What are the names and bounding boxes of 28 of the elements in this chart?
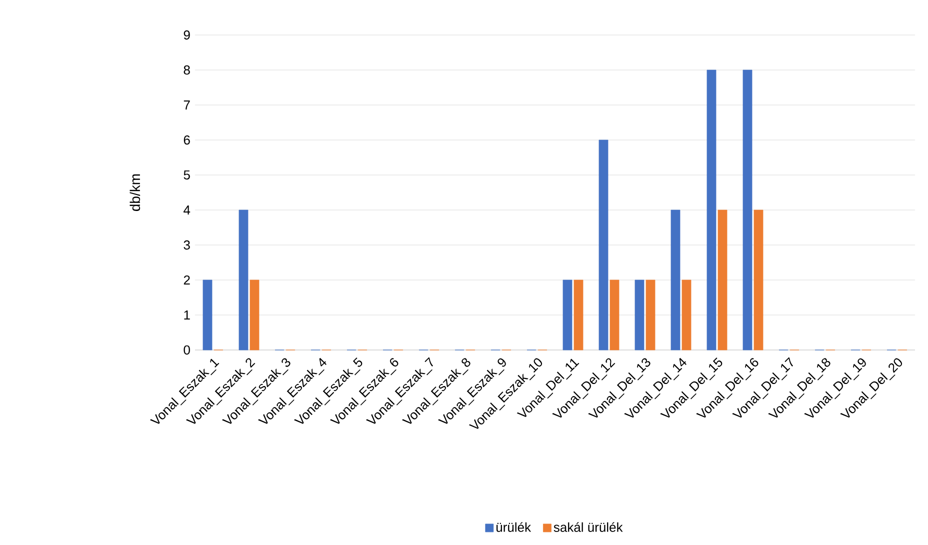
bar <box>610 280 620 350</box>
bar <box>754 210 764 350</box>
bar <box>682 280 692 350</box>
bar <box>718 210 728 350</box>
bar <box>250 280 260 350</box>
bar <box>634 280 644 350</box>
bar <box>562 280 572 350</box>
y-tick-label: 7 <box>184 100 190 110</box>
bar <box>598 140 608 350</box>
y-axis-title: db/km <box>130 174 140 211</box>
bar <box>670 210 680 350</box>
y-tick-label: 1 <box>184 310 190 320</box>
y-tick-label: 8 <box>184 65 190 75</box>
legend-label: ürülék <box>496 522 532 532</box>
bar <box>742 70 752 350</box>
bar <box>202 280 212 350</box>
legend-label: sakál ürülék <box>554 522 623 532</box>
y-tick-label: 2 <box>184 275 190 285</box>
y-tick-label: 5 <box>184 170 190 180</box>
y-tick-label: 6 <box>184 135 190 145</box>
bar <box>238 210 248 350</box>
bar <box>574 280 584 350</box>
bar <box>706 70 716 350</box>
bar <box>646 280 656 350</box>
y-tick-label: 9 <box>184 30 190 40</box>
y-tick-label: 4 <box>184 206 190 214</box>
y-tick-label: 0 <box>184 345 190 355</box>
y-tick-label: 3 <box>184 240 190 250</box>
